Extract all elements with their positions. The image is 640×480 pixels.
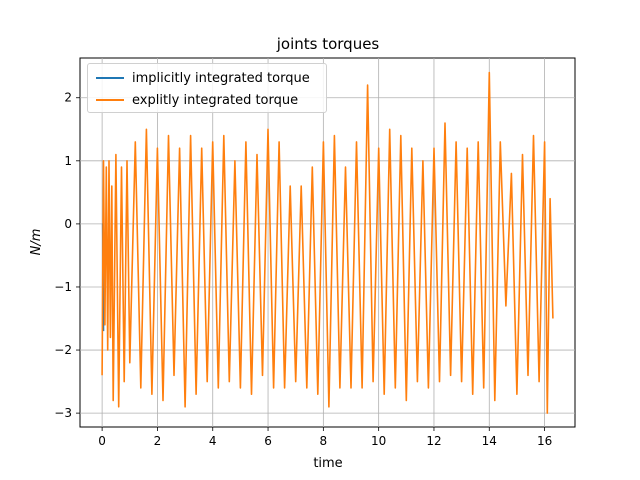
legend-swatch-implicit (96, 77, 124, 79)
legend: implicitly integrated torque explitly in… (87, 63, 327, 113)
x-axis-label: time (313, 456, 342, 471)
x-tick-label: 12 (426, 434, 441, 448)
y-tick-label: −3 (54, 406, 72, 420)
x-tick-label: 14 (482, 434, 497, 448)
legend-label-implicit: implicitly integrated torque (132, 70, 310, 86)
x-tick-label: 8 (320, 434, 328, 448)
x-tick-label: 0 (98, 434, 106, 448)
y-tick-label: −1 (54, 280, 72, 294)
legend-item-implicit: implicitly integrated torque (96, 69, 310, 87)
legend-label-explicit: explitly integrated torque (132, 92, 299, 108)
y-tick-label: −2 (54, 343, 72, 357)
y-tick-label: 0 (64, 217, 72, 231)
x-tick-label: 6 (264, 434, 272, 448)
y-tick-label: 1 (64, 154, 72, 168)
y-tick-label: 2 (64, 91, 72, 105)
legend-item-explicit: explitly integrated torque (96, 91, 298, 109)
x-tick-label: 2 (154, 434, 162, 448)
x-tick-label: 10 (371, 434, 386, 448)
x-tick-label: 16 (537, 434, 552, 448)
series-lines (101, 71, 554, 414)
legend-swatch-explicit (96, 99, 124, 101)
y-axis-label: N/m (29, 229, 44, 256)
x-tick-label: 4 (209, 434, 217, 448)
chart-title: joints torques (276, 35, 380, 53)
series-line-1 (101, 71, 554, 414)
